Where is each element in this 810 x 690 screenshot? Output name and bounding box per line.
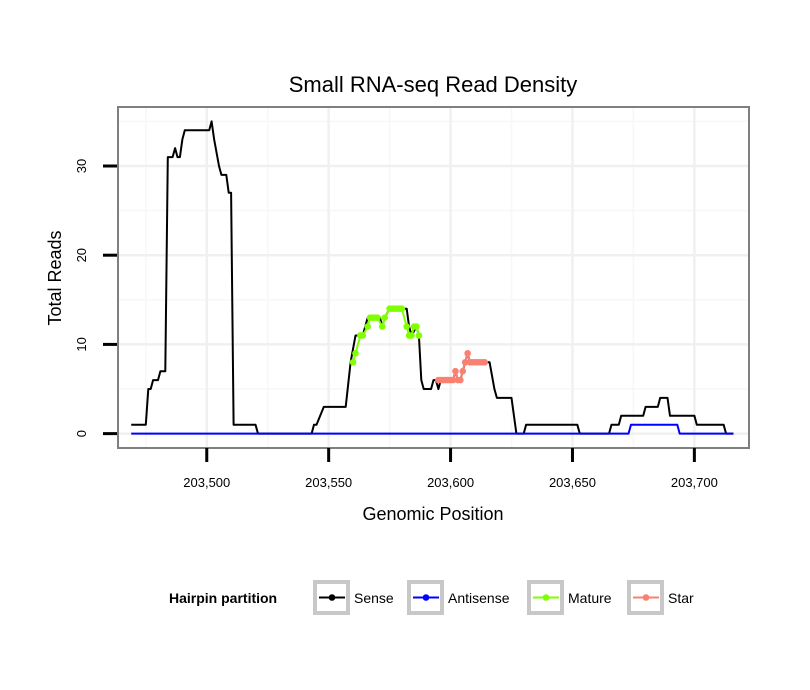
x-tick-label: 203,650 — [549, 475, 596, 490]
legend: Hairpin partition Sense Antisense Mature St… — [169, 580, 694, 615]
grid-lines — [119, 108, 748, 447]
x-axis-title: Genomic Position — [362, 504, 503, 524]
data-point-mature — [364, 323, 371, 330]
legend-label-sense: Sense — [354, 590, 394, 606]
x-tick-label: 203,500 — [183, 475, 230, 490]
series-points — [349, 305, 488, 384]
data-point-mature — [381, 314, 389, 321]
data-point-star — [449, 376, 457, 384]
x-tick-label: 203,600 — [427, 475, 474, 490]
x-axis: 203,500 203,550 203,600 203,650 203,700 — [183, 448, 718, 490]
data-point-mature — [413, 323, 420, 330]
chart-title: Small RNA-seq Read Density — [289, 72, 578, 97]
legend-key-point-mature — [542, 594, 550, 601]
data-point-mature — [359, 332, 367, 339]
data-point-star — [481, 358, 488, 366]
legend-key-point-sense — [328, 594, 336, 601]
y-axis: 0 10 20 30 — [74, 159, 117, 437]
data-point-star — [452, 367, 459, 375]
y-axis-title: Total Reads — [45, 230, 65, 325]
data-point-mature — [349, 358, 357, 366]
data-point-mature — [352, 350, 359, 357]
y-tick-label: 10 — [74, 337, 89, 351]
series-line-sense — [131, 120, 734, 435]
y-tick-label: 30 — [74, 159, 89, 173]
legend-key-point-star — [642, 594, 650, 601]
data-point-star — [464, 350, 471, 357]
data-point-mature — [379, 323, 386, 330]
legend-title: Hairpin partition — [169, 590, 277, 606]
data-point-mature — [408, 332, 415, 339]
legend-label-mature: Mature — [568, 590, 612, 606]
data-point-star — [457, 376, 464, 384]
legend-key-point-antisense — [422, 594, 430, 601]
legend-label-antisense: Antisense — [448, 590, 510, 606]
data-point-mature — [415, 332, 423, 339]
data-point-star — [461, 358, 469, 366]
data-point-mature — [403, 323, 410, 330]
data-point-star — [459, 367, 467, 375]
data-point-mature — [398, 305, 406, 313]
plot-panel — [117, 106, 750, 449]
y-tick-label: 20 — [74, 248, 89, 262]
legend-label-star: Star — [668, 590, 694, 606]
data-point-mature — [374, 314, 381, 321]
series-line-antisense — [131, 423, 734, 435]
x-tick-label: 203,550 — [305, 475, 352, 490]
y-tick-label: 0 — [74, 430, 89, 437]
x-tick-label: 203,700 — [671, 475, 718, 490]
